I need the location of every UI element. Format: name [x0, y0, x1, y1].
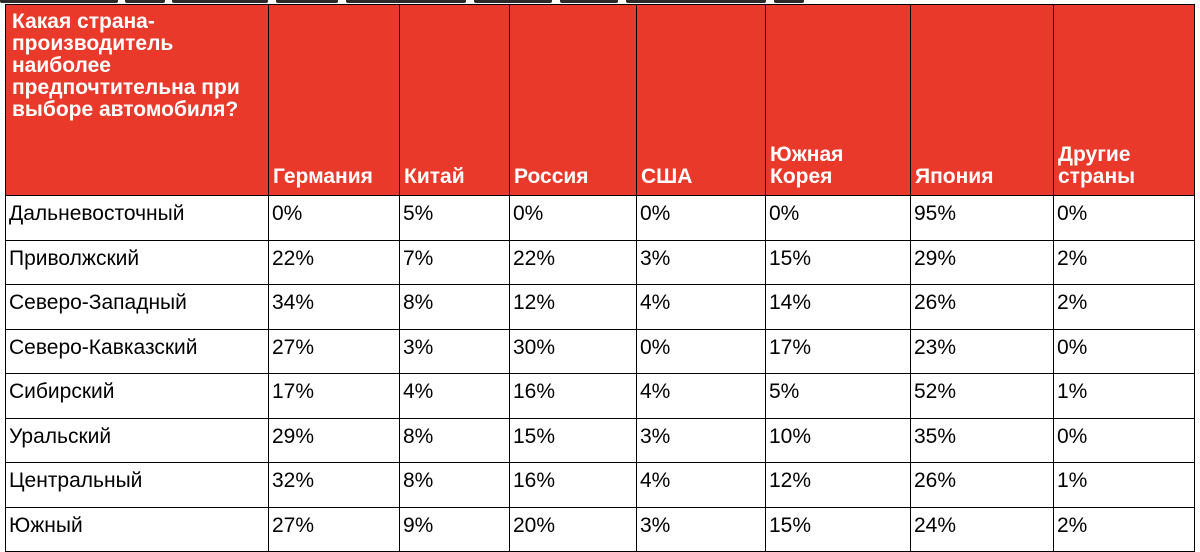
table-cell: 0% — [636, 328, 766, 374]
table-cell: 3% — [636, 239, 766, 285]
table-cell: 0% — [765, 195, 911, 241]
table-cell: 0% — [1053, 195, 1195, 241]
table-row: Северо-Западный 34% 8% 12% 4% 14% 26% 2% — [5, 284, 1195, 330]
table-cell: 1% — [1053, 462, 1195, 508]
table-cell: 15% — [765, 239, 911, 285]
table-cell: 7% — [399, 239, 510, 285]
table-cell: 15% — [509, 417, 637, 463]
table-cell: 29% — [268, 417, 400, 463]
table-cell: 2% — [1053, 239, 1195, 285]
table-cell: 4% — [636, 373, 766, 419]
table-cell: 20% — [509, 506, 637, 552]
table-cell: 52% — [910, 373, 1054, 419]
table-cell: 14% — [765, 284, 911, 330]
preference-table: Какая страна-производитель наиболее пред… — [5, 4, 1195, 552]
table-cell: 27% — [268, 506, 400, 552]
row-header-region: Северо-Западный — [5, 284, 269, 330]
table-cell: 15% — [765, 506, 911, 552]
table-row: Южный 27% 9% 20% 3% 15% 24% 2% — [5, 506, 1195, 552]
table-cell: 17% — [268, 373, 400, 419]
row-header-region: Дальневосточный — [5, 195, 269, 241]
table-cell: 10% — [765, 417, 911, 463]
table-cell: 1% — [1053, 373, 1195, 419]
table-cell: 8% — [399, 417, 510, 463]
row-header-region: Северо-Кавказский — [5, 328, 269, 374]
column-header-other-countries: Другие страны — [1053, 4, 1195, 196]
table-cell: 27% — [268, 328, 400, 374]
table-cell: 12% — [509, 284, 637, 330]
table-cell: 8% — [399, 462, 510, 508]
table-cell: 0% — [1053, 328, 1195, 374]
table-cell: 4% — [399, 373, 510, 419]
table-cell: 4% — [636, 462, 766, 508]
table-cell: 22% — [509, 239, 637, 285]
row-header-region: Приволжский — [5, 239, 269, 285]
table-cell: 4% — [636, 284, 766, 330]
table-cell: 17% — [765, 328, 911, 374]
table-cell: 23% — [910, 328, 1054, 374]
table-cell: 5% — [765, 373, 911, 419]
column-header-japan: Япония — [910, 4, 1054, 196]
table-cell: 26% — [910, 462, 1054, 508]
table-cell: 0% — [268, 195, 400, 241]
row-header-region: Уральский — [5, 417, 269, 463]
table-cell: 8% — [399, 284, 510, 330]
table-row: Приволжский 22% 7% 22% 3% 15% 29% 2% — [5, 239, 1195, 285]
table-cell: 16% — [509, 462, 637, 508]
table-cell: 34% — [268, 284, 400, 330]
table-cell: 3% — [636, 506, 766, 552]
table-cell: 22% — [268, 239, 400, 285]
table-cell: 30% — [509, 328, 637, 374]
table-cell: 2% — [1053, 284, 1195, 330]
table-cell: 35% — [910, 417, 1054, 463]
row-header-region: Южный — [5, 506, 269, 552]
table-body: Дальневосточный 0% 5% 0% 0% 0% 95% 0% Приволжски… — [5, 195, 1195, 552]
table-cell: 29% — [910, 239, 1054, 285]
table-cell: 3% — [399, 328, 510, 374]
column-header-china: Китай — [399, 4, 510, 196]
table-cell: 2% — [1053, 506, 1195, 552]
table-cell: 16% — [509, 373, 637, 419]
table-row: Дальневосточный 0% 5% 0% 0% 0% 95% 0% — [5, 195, 1195, 241]
table-cell: 3% — [636, 417, 766, 463]
table-cell: 0% — [636, 195, 766, 241]
table-row: Уральский 29% 8% 15% 3% 10% 35% 0% — [5, 417, 1195, 463]
row-header-region: Сибирский — [5, 373, 269, 419]
table-cell: 95% — [910, 195, 1054, 241]
table-row: Сибирский 17% 4% 16% 4% 5% 52% 1% — [5, 373, 1195, 419]
table-row: Центральный 32% 8% 16% 4% 12% 26% 1% — [5, 462, 1195, 508]
table-row: Северо-Кавказский 27% 3% 30% 0% 17% 23% 0% — [5, 328, 1195, 374]
column-header-usa: США — [636, 4, 766, 196]
table-cell: 5% — [399, 195, 510, 241]
column-header-germany: Германия — [268, 4, 400, 196]
corner-header: Какая страна-производитель наиболее пред… — [5, 4, 269, 196]
row-header-region: Центральный — [5, 462, 269, 508]
header-row: Какая страна-производитель наиболее пред… — [5, 4, 1195, 196]
table-cell: 32% — [268, 462, 400, 508]
column-header-russia: Россия — [509, 4, 637, 196]
table-cell: 24% — [910, 506, 1054, 552]
table-cell: 26% — [910, 284, 1054, 330]
column-header-south-korea: Южная Корея — [765, 4, 911, 196]
table-cell: 0% — [509, 195, 637, 241]
cropped-text-strip — [0, 0, 1200, 5]
table-cell: 0% — [1053, 417, 1195, 463]
table-cell: 9% — [399, 506, 510, 552]
table-cell: 12% — [765, 462, 911, 508]
